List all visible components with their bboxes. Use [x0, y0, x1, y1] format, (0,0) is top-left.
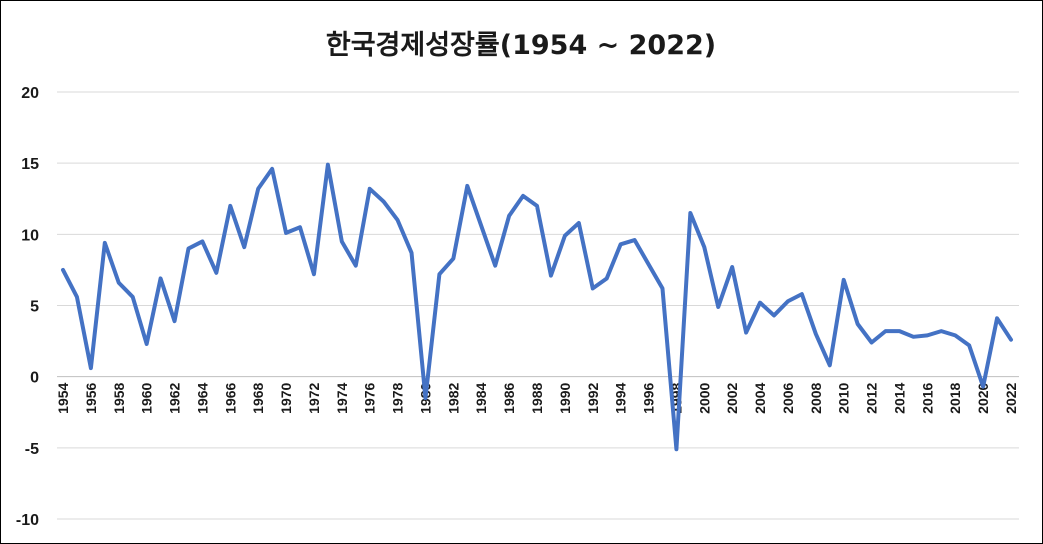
x-tick-label: 1978 — [390, 382, 406, 413]
x-tick-label: 2002 — [724, 382, 740, 413]
y-tick-label: 0 — [30, 370, 39, 387]
x-tick-label: 2022 — [1003, 382, 1019, 413]
x-tick-label: 1962 — [167, 382, 183, 413]
y-tick-label: 5 — [30, 299, 39, 316]
x-tick-label: 1968 — [250, 382, 266, 413]
y-axis-ticks: 20 15 10 5 0 -5 -10 — [16, 85, 39, 529]
y-tick-label: -5 — [25, 441, 39, 458]
y-tick-label: 15 — [21, 156, 39, 173]
x-tick-label: 1956 — [83, 382, 99, 413]
x-tick-label: 1988 — [529, 382, 545, 413]
x-tick-label: 1954 — [55, 382, 71, 413]
x-tick-label: 2006 — [780, 382, 796, 413]
x-tick-label: 1984 — [473, 382, 489, 413]
x-tick-label: 2018 — [947, 382, 963, 413]
x-tick-label: 1992 — [585, 382, 601, 413]
series-line-0 — [61, 162, 1013, 452]
x-tick-label: 2000 — [696, 382, 712, 413]
x-tick-label: 1960 — [139, 382, 155, 413]
x-tick-label: 1964 — [194, 382, 210, 413]
x-tick-label: 2016 — [919, 382, 935, 413]
chart-title: 한국경제성장률(1954 ~ 2022) — [326, 30, 716, 61]
x-tick-label: 1958 — [111, 382, 127, 413]
x-tick-label: 1976 — [362, 382, 378, 413]
x-tick-label: 1986 — [501, 382, 517, 413]
x-tick-label: 2008 — [808, 382, 824, 413]
x-tick-label: 1966 — [222, 382, 238, 413]
x-axis-ticks: 1954 1956 1958 1960 1962 1964 1966 1968 1970 1972… — [55, 382, 1019, 413]
grid-lines — [57, 91, 1019, 520]
x-tick-label: 1996 — [641, 382, 657, 413]
y-tick-label: -10 — [16, 512, 39, 529]
x-tick-label: 1990 — [557, 382, 573, 413]
y-tick-label: 20 — [21, 85, 39, 102]
x-tick-label: 1982 — [445, 382, 461, 413]
x-tick-label: 2010 — [836, 382, 852, 413]
x-tick-label: 1994 — [613, 382, 629, 413]
x-tick-label: 1974 — [334, 382, 350, 413]
x-tick-label: 1970 — [278, 382, 294, 413]
x-tick-label: 1972 — [306, 382, 322, 413]
x-tick-label: 2012 — [864, 382, 880, 413]
x-tick-label: 2004 — [752, 382, 768, 413]
x-tick-label: 2014 — [891, 382, 907, 413]
x-tick-label: 2020 — [975, 382, 991, 413]
y-tick-label: 10 — [21, 227, 39, 244]
series-layer — [61, 162, 1013, 452]
